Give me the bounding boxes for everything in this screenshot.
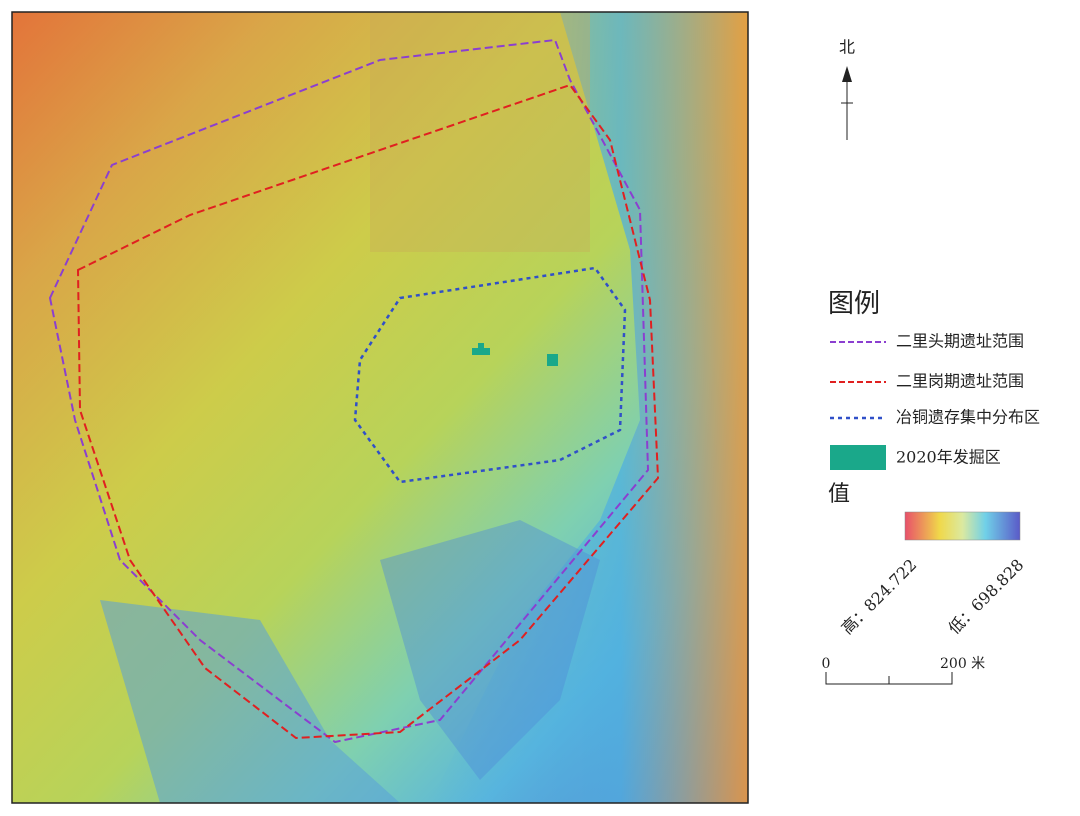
map	[12, 12, 748, 803]
scale-end: 200 米	[940, 656, 985, 672]
legend-label: 冶铜遗存集中分布区	[896, 408, 1040, 427]
gully	[380, 520, 600, 780]
value-title: 值	[828, 482, 850, 507]
scale-bar	[825, 672, 953, 685]
village	[370, 12, 590, 252]
legend-swatch	[830, 445, 886, 470]
copper-area	[353, 266, 627, 484]
legend-label: 二里岗期遗址范围	[896, 372, 1024, 391]
high-label: 高：824.722	[838, 555, 921, 638]
map-frame	[11, 11, 749, 804]
valley-east	[430, 12, 748, 803]
excavation-area	[547, 354, 558, 366]
north-arrow-head	[842, 66, 852, 82]
color-ramp	[904, 511, 1021, 541]
excavation-area	[472, 343, 490, 355]
legend-label: 2020年发掘区	[896, 448, 1001, 467]
erligang-boundary	[76, 83, 660, 740]
low-label: 低：698.828	[945, 555, 1028, 638]
scale-start: 0	[822, 656, 831, 672]
north-label: 北	[839, 38, 855, 57]
erlitou-boundary	[48, 38, 650, 744]
legend-label: 二里头期遗址范围	[896, 332, 1024, 351]
legend-title: 图例	[828, 289, 880, 319]
